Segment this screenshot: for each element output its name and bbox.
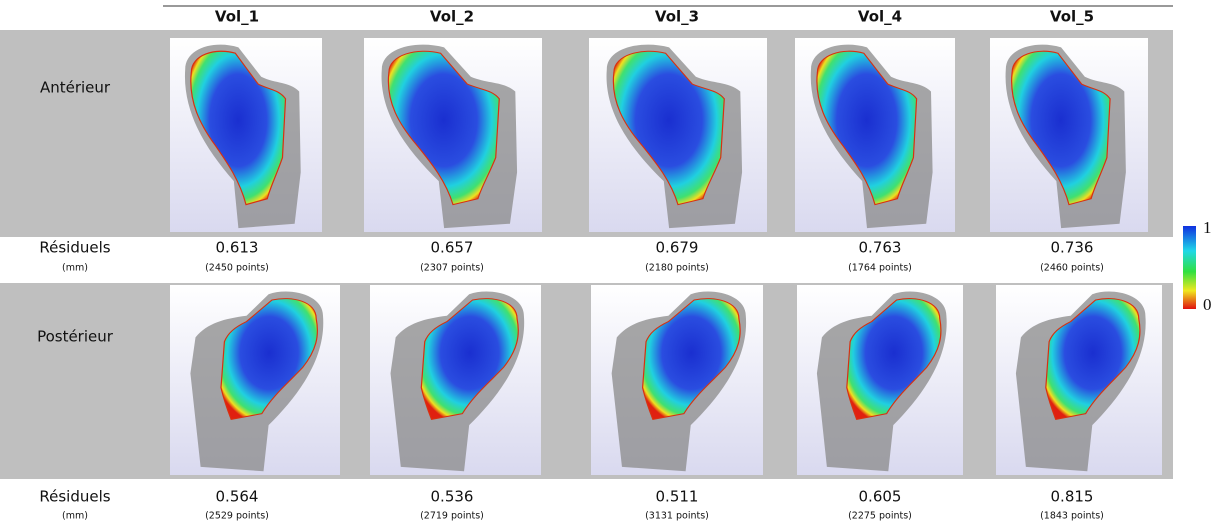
point-count: (2450 points) xyxy=(205,263,269,274)
unit-label: (mm) xyxy=(62,511,88,522)
femur-image xyxy=(990,38,1148,232)
residual-map xyxy=(220,298,319,421)
point-count: (1843 points) xyxy=(1040,511,1104,522)
point-count: (3131 points) xyxy=(645,511,709,522)
femur-image xyxy=(170,285,340,475)
unit-label: (mm) xyxy=(62,263,88,274)
point-count: (2307 points) xyxy=(420,263,484,274)
point-count: (2719 points) xyxy=(420,511,484,522)
residual-map xyxy=(1045,298,1141,421)
residual-value: 0.564 xyxy=(216,488,259,506)
residual-map xyxy=(1011,50,1111,206)
point-count: (2180 points) xyxy=(645,263,709,274)
point-count: (2529 points) xyxy=(205,511,269,522)
residuals-label: Résiduels xyxy=(39,239,110,257)
residual-value: 0.736 xyxy=(1051,239,1094,257)
femur-image xyxy=(996,285,1162,475)
femur-image xyxy=(589,38,767,232)
residual-map xyxy=(816,50,918,206)
color-bar-max: 1 xyxy=(1203,218,1212,237)
residual-map xyxy=(190,50,287,206)
residual-value: 0.511 xyxy=(656,488,699,506)
residual-map xyxy=(846,298,942,421)
residual-map xyxy=(420,298,519,421)
residual-value: 0.763 xyxy=(859,239,902,257)
column-header: Vol_3 xyxy=(655,8,699,26)
residual-value: 0.536 xyxy=(431,488,474,506)
color-bar xyxy=(1183,226,1196,309)
column-header: Vol_2 xyxy=(430,8,474,26)
point-count: (2275 points) xyxy=(848,511,912,522)
femur-image xyxy=(591,285,763,475)
residual-value: 0.605 xyxy=(859,488,902,506)
column-header: Vol_1 xyxy=(215,8,259,26)
point-count: (1764 points) xyxy=(848,263,912,274)
color-bar-min: 0 xyxy=(1203,295,1212,314)
femur-image xyxy=(795,38,955,232)
point-count: (2460 points) xyxy=(1040,263,1104,274)
residual-value: 0.613 xyxy=(216,239,259,257)
column-header: Vol_5 xyxy=(1050,8,1094,26)
femur-image xyxy=(797,285,963,475)
residual-map xyxy=(641,298,741,421)
femur-image xyxy=(170,38,322,232)
femur-image xyxy=(370,285,541,475)
residuals-label: Résiduels xyxy=(39,488,110,506)
row-label: Postérieur xyxy=(37,328,114,346)
residual-map xyxy=(387,50,500,206)
residual-value: 0.657 xyxy=(431,239,474,257)
residual-value: 0.679 xyxy=(656,239,699,257)
residual-value: 0.815 xyxy=(1051,488,1094,506)
row-label: Antérieur xyxy=(40,79,111,97)
residual-map xyxy=(612,50,725,206)
femur-image xyxy=(364,38,542,232)
column-header: Vol_4 xyxy=(858,8,902,26)
